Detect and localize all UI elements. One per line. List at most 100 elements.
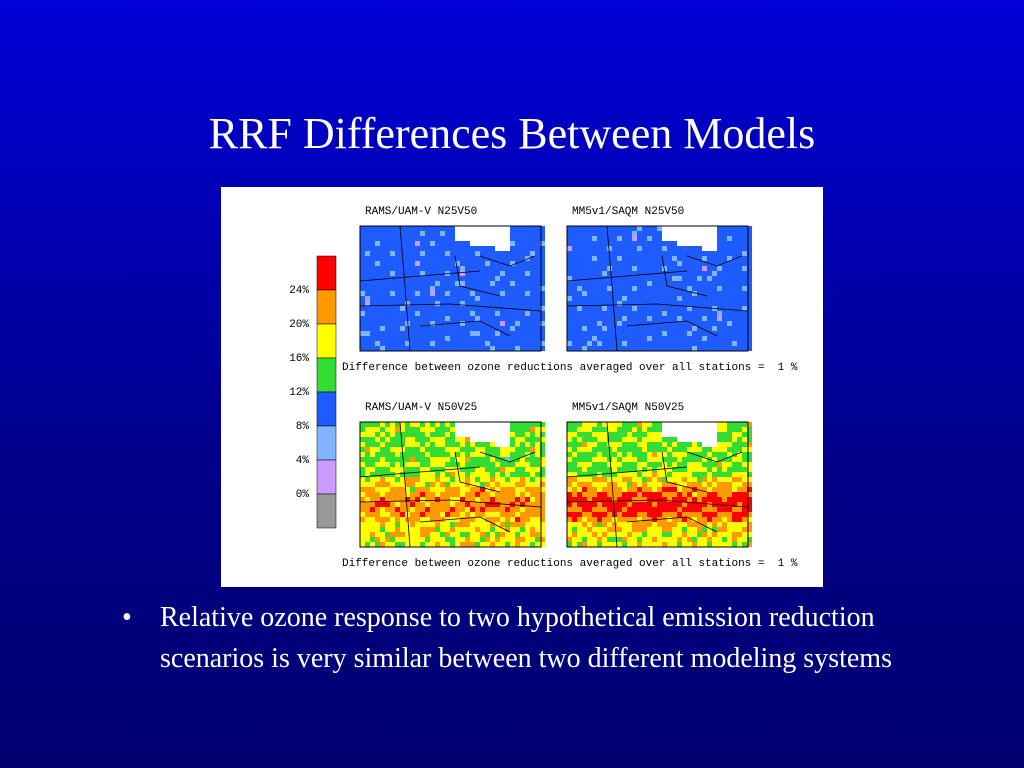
map-cell	[747, 502, 752, 507]
map-cell	[515, 286, 520, 291]
map-cell	[697, 467, 702, 472]
map-cell	[525, 326, 530, 331]
map-cell	[632, 427, 637, 432]
map-cell	[500, 502, 505, 507]
map-cell	[435, 261, 440, 266]
map-cell	[637, 231, 642, 236]
map-cell	[365, 497, 370, 502]
map-cell	[410, 477, 415, 482]
map-cell	[425, 497, 430, 502]
map-cell	[445, 326, 450, 331]
map-cell	[455, 231, 460, 236]
map-cell	[667, 296, 672, 301]
map-cell	[732, 532, 737, 537]
map-cell	[450, 236, 455, 241]
map-cell	[737, 286, 742, 291]
map-cell	[485, 296, 490, 301]
map-cell	[617, 532, 622, 537]
map-cell	[627, 522, 632, 527]
map-cell	[505, 336, 510, 341]
map-cell	[622, 437, 627, 442]
map-cell	[612, 331, 617, 336]
map-cell	[747, 311, 752, 316]
map-cell	[702, 276, 707, 281]
map-cell	[592, 301, 597, 306]
map	[566, 225, 752, 352]
map-cell	[602, 532, 607, 537]
map-cell	[385, 457, 390, 462]
map-cell	[647, 437, 652, 442]
map-cell	[737, 281, 742, 286]
map-cell	[395, 442, 400, 447]
map-cell	[435, 306, 440, 311]
map-cell	[682, 271, 687, 276]
map-cell	[445, 477, 450, 482]
map-cell	[727, 291, 732, 296]
map-cell	[375, 301, 380, 306]
map-cell	[627, 256, 632, 261]
map-cell	[365, 311, 370, 316]
map-cell	[375, 512, 380, 517]
map-cell	[677, 311, 682, 316]
caption: Difference between ozone reductions aver…	[342, 558, 798, 570]
map-cell	[370, 296, 375, 301]
map-cell	[737, 492, 742, 497]
map-cell	[425, 231, 430, 236]
map-cell	[525, 336, 530, 341]
map-cell	[465, 281, 470, 286]
map-cell	[627, 467, 632, 472]
map-cell	[460, 487, 465, 492]
map-cell	[677, 492, 682, 497]
map-cell	[572, 336, 577, 341]
map-cell	[405, 432, 410, 437]
map-cell	[697, 261, 702, 266]
map-cell	[460, 427, 465, 432]
map-cell	[727, 231, 732, 236]
map-cell	[520, 427, 525, 432]
map-cell	[727, 286, 732, 291]
map-cell	[385, 447, 390, 452]
map-cell	[657, 502, 662, 507]
map-cell	[587, 311, 592, 316]
map-cell	[577, 256, 582, 261]
map-cell	[572, 231, 577, 236]
map-cell	[692, 542, 697, 547]
map-cell	[657, 437, 662, 442]
map-cell	[672, 326, 677, 331]
map-cell	[515, 346, 520, 351]
map-cell	[425, 281, 430, 286]
map-cell	[612, 482, 617, 487]
map-cell	[637, 326, 642, 331]
map-cell	[535, 226, 540, 231]
map-cell	[577, 542, 582, 547]
map-cell	[607, 442, 612, 447]
map-cell	[622, 341, 627, 346]
map-cell	[622, 321, 627, 326]
map-cell	[582, 226, 587, 231]
map-cell	[627, 437, 632, 442]
map-cell	[682, 241, 687, 246]
map-cell	[672, 266, 677, 271]
map-cell	[702, 542, 707, 547]
map-cell	[505, 457, 510, 462]
map-cell	[662, 427, 667, 432]
map-cell	[732, 467, 737, 472]
colorbar-label: 8%	[296, 421, 310, 433]
map-cell	[405, 286, 410, 291]
map-cell	[535, 286, 540, 291]
map-cell	[390, 281, 395, 286]
map-cell	[470, 346, 475, 351]
map-cell	[520, 321, 525, 326]
map-cell	[380, 331, 385, 336]
map-cell	[530, 301, 535, 306]
map-cell	[582, 527, 587, 532]
map-cell	[707, 467, 712, 472]
map-cell	[742, 256, 747, 261]
map-cell	[637, 452, 642, 457]
map-cell	[390, 301, 395, 306]
map-cell	[592, 457, 597, 462]
map-cell	[525, 256, 530, 261]
map-cell	[722, 442, 727, 447]
map-cell	[540, 482, 545, 487]
map-cell	[470, 321, 475, 326]
